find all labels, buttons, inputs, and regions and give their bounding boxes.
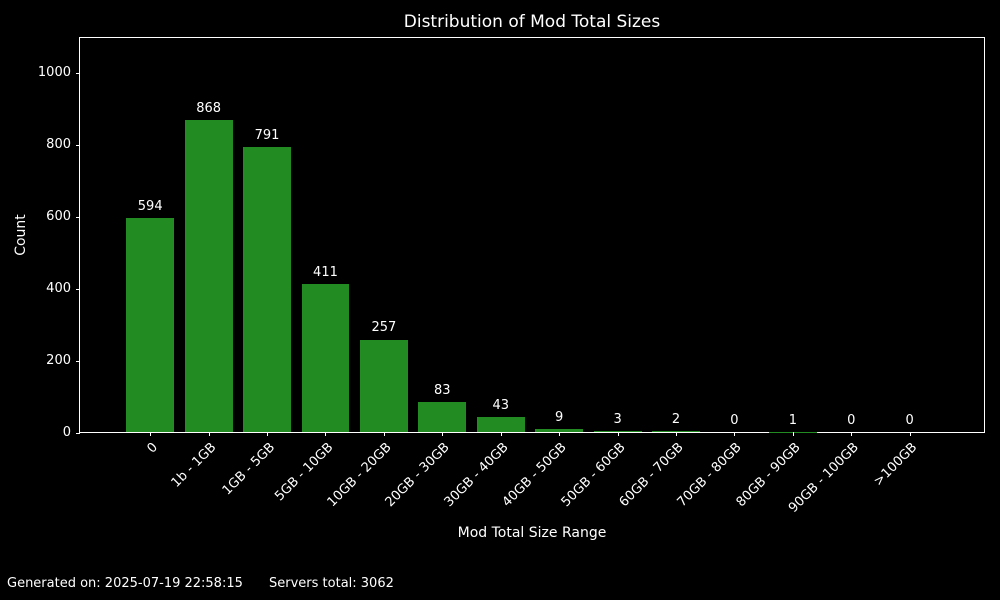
bar-slot: 83 20GB - 30GB <box>383 38 471 510</box>
y-tick-label: 400 <box>46 281 71 296</box>
bar-value-label: 791 <box>254 128 280 144</box>
x-tick-mark <box>208 432 210 436</box>
bar-slot: 2 60GB - 70GB <box>617 38 705 510</box>
bar-slot: 9 40GB - 50GB <box>500 38 588 510</box>
bar <box>126 218 175 432</box>
bar-value-label: 9 <box>555 409 564 425</box>
bar-value-label: 0 <box>847 413 856 428</box>
bar <box>359 339 408 432</box>
bar <box>243 147 291 432</box>
bar <box>652 431 700 432</box>
bar-value-label: 411 <box>313 265 338 281</box>
bar <box>593 430 642 432</box>
bar-slot: 594 0 <box>121 38 179 456</box>
x-tick-mark <box>676 432 677 436</box>
bar-value-label: 1 <box>788 412 797 428</box>
bar-slot: 0 90GB - 100GB <box>786 38 880 516</box>
bar-value-label: 594 <box>137 199 163 215</box>
bar-slot: 868 1b - 1GB <box>169 38 237 491</box>
y-tick-mark <box>76 361 80 362</box>
bar-slot: 257 10GB - 20GB <box>324 38 413 510</box>
bar-slot: 1 80GB - 90GB <box>733 38 822 510</box>
bar <box>535 428 584 432</box>
x-tick-label: >100GB <box>871 440 921 490</box>
x-tick-mark <box>383 432 385 436</box>
y-tick-mark <box>76 289 80 290</box>
bar <box>184 119 233 432</box>
bar-value-label: 43 <box>492 397 510 413</box>
bar-slot: 791 1GB - 5GB <box>219 38 296 498</box>
bar-slot: 411 5GB - 10GB <box>272 38 354 504</box>
y-tick-label: 800 <box>46 137 71 152</box>
x-tick-mark <box>734 432 736 436</box>
bar <box>301 284 350 432</box>
plot-area: 594 0 868 1b - 1GB 791 1GB - 5GB 411 5GB - 10GB… <box>38 37 985 516</box>
y-tick-label: 1000 <box>37 65 71 80</box>
y-tick-label: 0 <box>62 425 71 440</box>
x-tick-mark <box>792 432 794 436</box>
x-tick-mark <box>500 432 502 436</box>
bar-slot: 0 >100GB <box>871 38 938 489</box>
x-tick-mark <box>909 432 911 436</box>
servers-total: Servers total: 3062 <box>269 576 394 591</box>
bar-value-label: 3 <box>613 411 622 427</box>
y-tick-mark <box>76 217 80 218</box>
bar-slot: 0 70GB - 80GB <box>675 38 763 510</box>
y-tick-label: 200 <box>46 353 71 368</box>
x-tick-label: 5GB - 10GB <box>271 440 337 505</box>
x-tick-label: 1b - 1GB <box>168 440 220 491</box>
bars-row: 594 0 868 1b - 1GB 791 1GB - 5GB 411 5GB - 10GB… <box>80 38 984 516</box>
bar <box>476 416 525 432</box>
generated-timestamp: Generated on: 2025-07-19 22:58:15 <box>7 576 243 591</box>
bar-value-label: 2 <box>671 412 681 428</box>
bar-value-label: 257 <box>371 320 397 336</box>
x-tick-mark <box>267 432 269 436</box>
x-tick-mark <box>617 432 619 436</box>
x-tick-label: 1GB - 5GB <box>219 440 278 499</box>
bar-value-label: 83 <box>434 383 451 399</box>
y-tick-mark <box>76 73 80 74</box>
y-tick-mark <box>76 145 80 146</box>
footer: Generated on: 2025-07-19 22:58:15 Server… <box>7 576 394 591</box>
bar-slot: 43 30GB - 40GB <box>441 38 530 510</box>
x-tick-mark <box>559 432 561 436</box>
bar <box>418 402 467 432</box>
x-tick-mark <box>150 432 152 436</box>
bar-value-label: 868 <box>196 100 222 116</box>
x-tick-label: 0 <box>144 440 161 457</box>
chart-title: Distribution of Mod Total Sizes <box>403 12 661 32</box>
y-tick-label: 600 <box>46 209 71 224</box>
x-tick-mark <box>442 432 444 436</box>
x-tick-mark <box>325 432 327 436</box>
x-axis-title: Mod Total Size Range <box>457 525 607 541</box>
bar-value-label: 0 <box>905 413 914 428</box>
x-tick-mark <box>851 432 853 436</box>
bar-slot: 3 50GB - 60GB <box>558 38 646 510</box>
y-tick-mark <box>76 433 80 434</box>
bar-value-label: 0 <box>730 413 739 428</box>
